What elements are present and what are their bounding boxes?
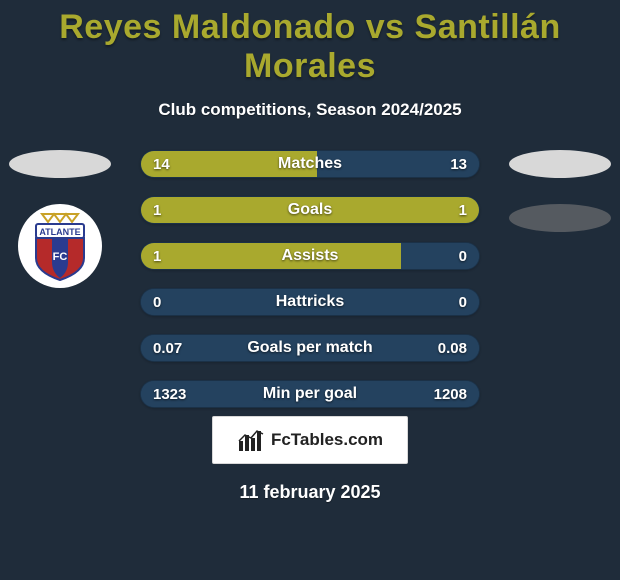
badge-stars-icon [42,214,78,222]
stat-bars: 1413Matches 11Goals 10Assists 00Hattricks 0.… [120,150,500,408]
stat-bar: 0.070.08Goals per match [140,334,480,362]
svg-text:FC: FC [53,251,68,263]
content-row: ATLANTE FC 1413Matches 11Goals 10Assists 00… [0,150,620,408]
stat-bar: 10Assists [140,242,480,270]
stat-bar-left-fill [141,197,479,223]
stat-bar: 11Goals [140,196,480,224]
left-club-badge: ATLANTE FC [18,204,102,288]
branding-box: FcTables.com [212,416,408,464]
stat-bar-right-fill [141,335,479,361]
atlante-shield-icon: ATLANTE FC [28,210,92,282]
stat-bar: 13231208Min per goal [140,380,480,408]
stat-bar-right-fill [401,243,479,269]
stat-bar: 00Hattricks [140,288,480,316]
stat-bar-right-fill [141,381,479,407]
stat-bar-right-fill [141,289,479,315]
stat-bar-left-fill [141,151,317,177]
left-player-ellipse [9,150,111,178]
badge-text: ATLANTE [39,227,80,237]
right-player-ellipse-top [509,150,611,178]
stat-bar-right-fill [317,151,479,177]
stat-bar-left-fill [141,243,401,269]
bars-logo-icon [237,427,265,453]
comparison-infographic: Reyes Maldonado vs Santillán Morales Clu… [0,0,620,580]
infographic-date: 11 february 2025 [239,482,380,503]
stat-bar: 1413Matches [140,150,480,178]
right-player-column [500,150,620,408]
right-player-ellipse-bottom [509,204,611,232]
page-subtitle: Club competitions, Season 2024/2025 [158,100,461,120]
page-title: Reyes Maldonado vs Santillán Morales [0,8,620,86]
branding-text: FcTables.com [271,430,383,450]
left-player-column: ATLANTE FC [0,150,120,408]
